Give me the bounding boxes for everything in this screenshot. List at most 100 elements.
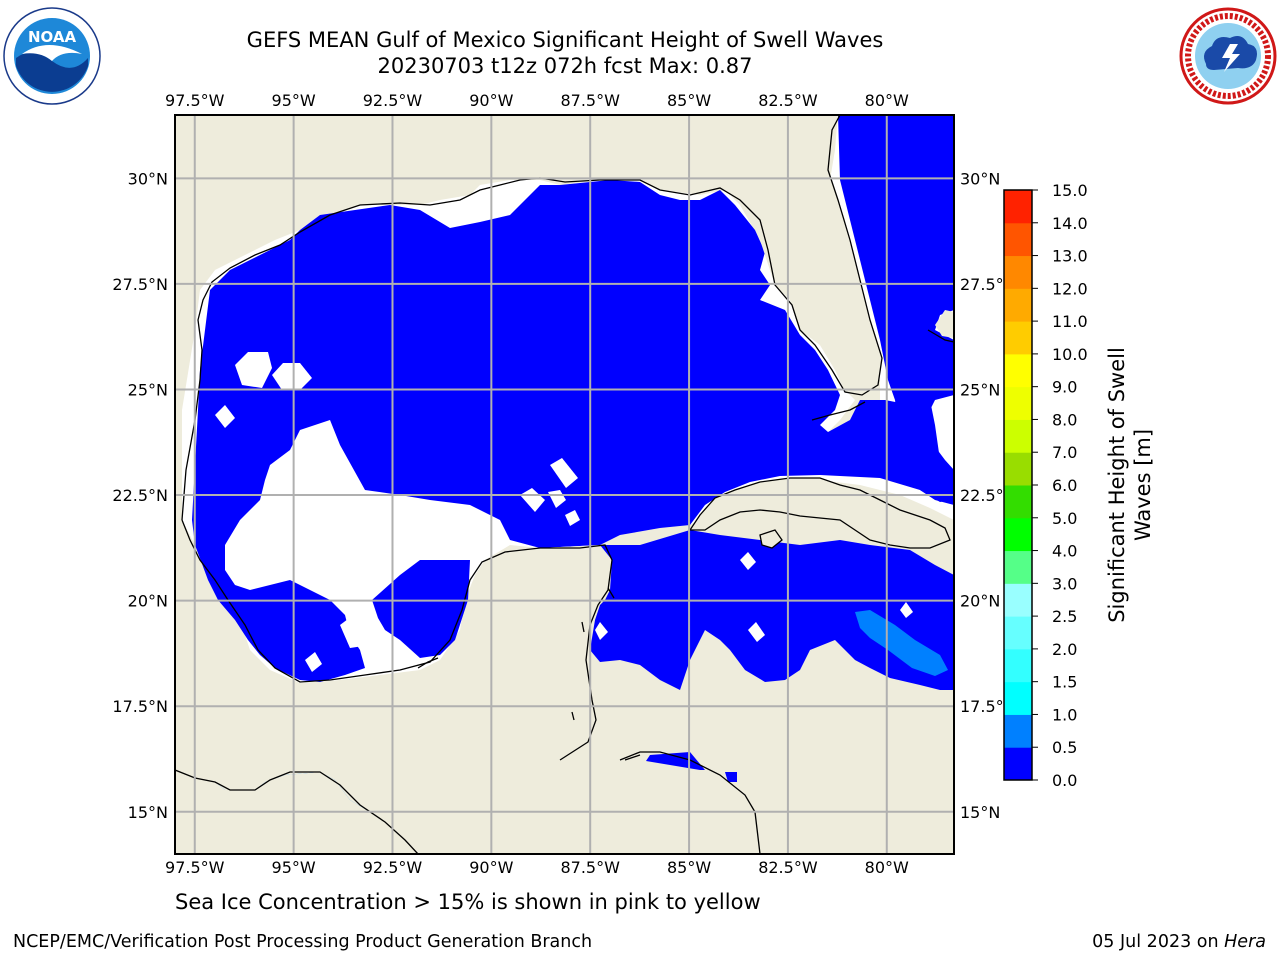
colorbar-tick-label: 8.0: [1052, 410, 1077, 429]
colorbar-bin: [1004, 255, 1032, 289]
national-weather-service-logo: [1179, 7, 1277, 105]
colorbar-tick-label: 0.5: [1052, 738, 1077, 757]
cozumel-coastline: [581, 587, 615, 633]
lat-tick-label-left: 25°N: [128, 380, 168, 399]
colorbar-bin: [1004, 747, 1032, 781]
colorbar-bin: [1004, 648, 1032, 683]
sea-ice-note: Sea Ice Concentration > 15% is shown in …: [175, 890, 761, 914]
bahamas-island: [935, 310, 954, 338]
no-data-hole: [595, 622, 608, 640]
no-data-hole: [340, 610, 378, 648]
footer-host: Hera: [1224, 932, 1266, 952]
colorbar-tick-label: 1.0: [1052, 705, 1077, 724]
colorbar-label: Significant Height of SwellWaves [m]: [1105, 347, 1155, 623]
lat-tick-label-right: 17.5°N: [960, 697, 1016, 716]
no-data-hole: [272, 363, 312, 390]
colorbar-tick-label: 6.0: [1052, 476, 1077, 495]
lon-tick-label-bottom: 80°W: [865, 858, 909, 877]
lat-tick-label-left: 17.5°N: [112, 697, 168, 716]
no-data-hole: [235, 352, 272, 388]
footer-date-text: 05 Jul 2023 on: [1092, 932, 1225, 952]
gulf-coastline: [181, 115, 883, 521]
lon-tick-label-bottom: 92.5°W: [363, 858, 423, 877]
colorbar-tick-label: 2.5: [1052, 607, 1077, 626]
lon-tick-label-top: 87.5°W: [560, 91, 620, 110]
colorbar-tick-label: 10.0: [1052, 345, 1088, 364]
colorbar-tick-label: 13.0: [1052, 247, 1088, 266]
lon-tick-label-bottom: 95°W: [272, 858, 316, 877]
colorbar-bin: [1004, 517, 1032, 552]
honduras-swell-region: [725, 772, 737, 782]
bay-islands-coastline: [571, 711, 641, 761]
florida-peninsula: [740, 115, 838, 225]
colorbar-bin: [1004, 386, 1032, 420]
lat-tick-label-right: 15°N: [960, 803, 1000, 822]
colorbar-bin: [1004, 321, 1032, 355]
colorbar-bin: [1004, 681, 1032, 715]
colorbar-bin: [1004, 222, 1032, 257]
no-data-hole: [550, 458, 578, 488]
lon-tick-label-bottom: 87.5°W: [560, 858, 620, 877]
no-data-hole: [215, 405, 235, 428]
footer-branch: NCEP/EMC/Verification Post Processing Pr…: [13, 932, 593, 952]
lon-tick-label-top: 95°W: [272, 91, 316, 110]
colorbar-bin: [1004, 583, 1032, 617]
swell-patch-0.5-1.0: [855, 610, 948, 676]
lon-tick-label-top: 90°W: [469, 91, 513, 110]
lon-tick-label-bottom: 82.5°W: [758, 858, 818, 877]
lon-tick-label-top: 97.5°W: [165, 91, 225, 110]
colorbar-bin: [1004, 288, 1032, 322]
lat-tick-label-right: 22.5°N: [960, 486, 1016, 505]
no-data-hole: [305, 652, 322, 672]
gulf-swell-region: [192, 180, 950, 682]
isla-coastline: [759, 529, 783, 549]
colorbar-bin: [1004, 353, 1032, 388]
lon-tick-label-bottom: 90°W: [469, 858, 513, 877]
caribbean-swell-region: [590, 530, 954, 690]
colorbar-tick-label: 4.0: [1052, 542, 1077, 561]
campeche-swell-region: [372, 560, 470, 658]
colorbar-bin: [1004, 714, 1032, 748]
no-data-hole: [565, 510, 580, 526]
lat-tick-label-right: 20°N: [960, 592, 1000, 611]
colorbar-bin: [1004, 485, 1032, 519]
lat-tick-label-left: 15°N: [128, 803, 168, 822]
no-data-hole: [228, 562, 243, 580]
colorbar: 0.0 0.5 1.0 1.5 2.0 2.5 3.0 4.0 5.0 6.0 7.0 8.0 9.0 1…: [1003, 181, 1155, 790]
lat-tick-label-right: 25°N: [960, 380, 1000, 399]
pacific-coastline: [175, 769, 419, 854]
lon-tick-label-top: 85°W: [667, 91, 711, 110]
colorbar-bin: [1004, 452, 1032, 486]
keys-coastline: [811, 401, 866, 421]
noaa-logo-text: NOAA: [28, 28, 77, 46]
axis-labels: 97.5°W 97.5°W 95°W 95°W 92.5°W 92.5°W 90°W 90°W…: [112, 91, 1015, 877]
no-data-hole: [740, 552, 756, 570]
no-data-hole: [748, 622, 765, 642]
colorbar-tick-label: 3.0: [1052, 574, 1077, 593]
campeche-island: [417, 657, 439, 669]
noaa-logo: NOAA: [3, 7, 101, 105]
no-data-hole: [520, 488, 545, 512]
colorbar-tick-label: 12.0: [1052, 279, 1088, 298]
colorbar-tick-label: 15.0: [1052, 181, 1088, 200]
bahamas-coastline: [927, 329, 954, 343]
colorbar-bin: [1004, 190, 1032, 224]
lat-tick-label-left: 27.5°N: [112, 275, 168, 294]
colorbar-tick-label: 1.5: [1052, 673, 1077, 692]
lon-tick-label-bottom: 97.5°W: [165, 858, 225, 877]
central-america-land: [430, 700, 760, 854]
colorbar-tick-label: 14.0: [1052, 214, 1088, 233]
colorbar-tick-label: 7.0: [1052, 443, 1077, 462]
lat-tick-label-right: 30°N: [960, 169, 1000, 188]
colorbar-bin: [1004, 419, 1032, 453]
central-america-coastline: [619, 751, 761, 854]
lon-tick-label-bottom: 85°W: [667, 858, 711, 877]
gridlines: [175, 115, 954, 854]
colorbar-tick-label: 2.0: [1052, 640, 1077, 659]
lat-tick-label-right: 27.5°N: [960, 275, 1016, 294]
isla-de-la-juventud: [760, 530, 782, 548]
colorbar-tick-label: 0.0: [1052, 771, 1077, 790]
chart-subtitle: 20230703 t12z 072h fcst Max: 0.87: [377, 54, 753, 78]
colorbar-label-line: Significant Height of Swell: [1105, 347, 1129, 623]
